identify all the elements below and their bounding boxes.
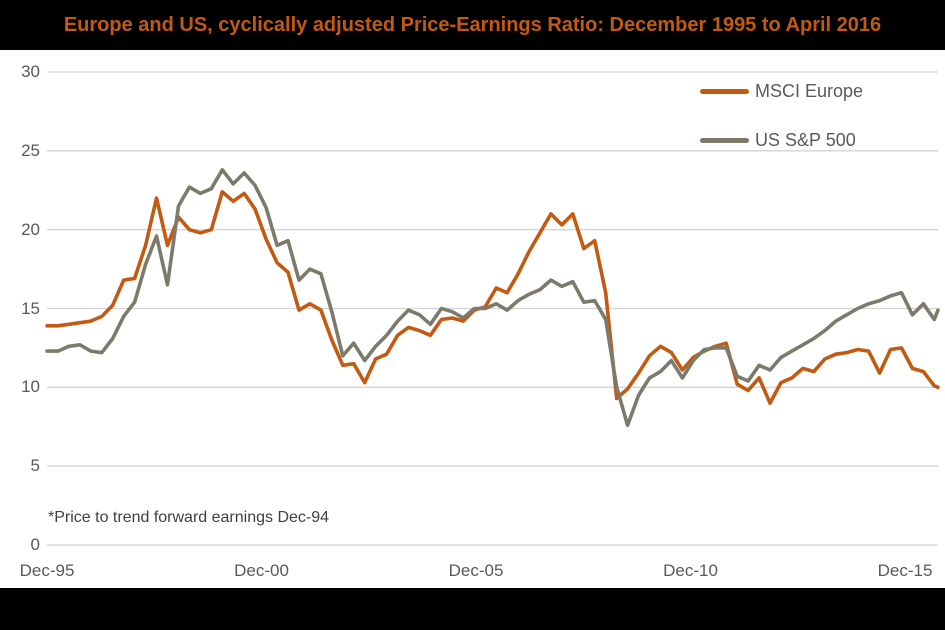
x-tick-label-dec-00: Dec-00 [234, 561, 289, 580]
legend: MSCI Europe US S&P 500 [700, 78, 920, 176]
x-tick-label-dec-05: Dec-05 [448, 561, 504, 580]
y-tick-label-0: 0 [30, 535, 40, 554]
x-tick-label-dec-10: Dec-10 [663, 561, 718, 580]
bottom-bar [0, 588, 945, 630]
y-tick-label-15: 15 [21, 298, 40, 318]
y-tick-label-30: 30 [21, 62, 40, 81]
title-bar: Europe and US, cyclically adjusted Price… [0, 0, 945, 50]
series-msci-europe [45, 190, 940, 405]
x-tick-label-dec-95: Dec-95 [19, 561, 75, 580]
legend-item-msci-europe: MSCI Europe [700, 78, 920, 104]
legend-label: US S&P 500 [755, 129, 856, 150]
y-tick-label-20: 20 [21, 219, 40, 239]
chart-title: Europe and US, cyclically adjusted Price… [63, 13, 882, 36]
y-tick-label-10: 10 [21, 377, 40, 397]
legend-item-us-s-p-500: US S&P 500 [700, 127, 920, 153]
series-us-s-p-500 [45, 168, 940, 427]
legend-swatch [700, 137, 749, 143]
footnote: *Price to trend forward earnings Dec-94 [48, 509, 330, 526]
legend-swatch [700, 88, 749, 94]
y-tick-label-5: 5 [30, 456, 40, 476]
x-tick-label-dec-15: Dec-15 [877, 561, 933, 580]
y-tick-label-25: 25 [21, 140, 40, 160]
legend-label: MSCI Europe [755, 80, 864, 101]
